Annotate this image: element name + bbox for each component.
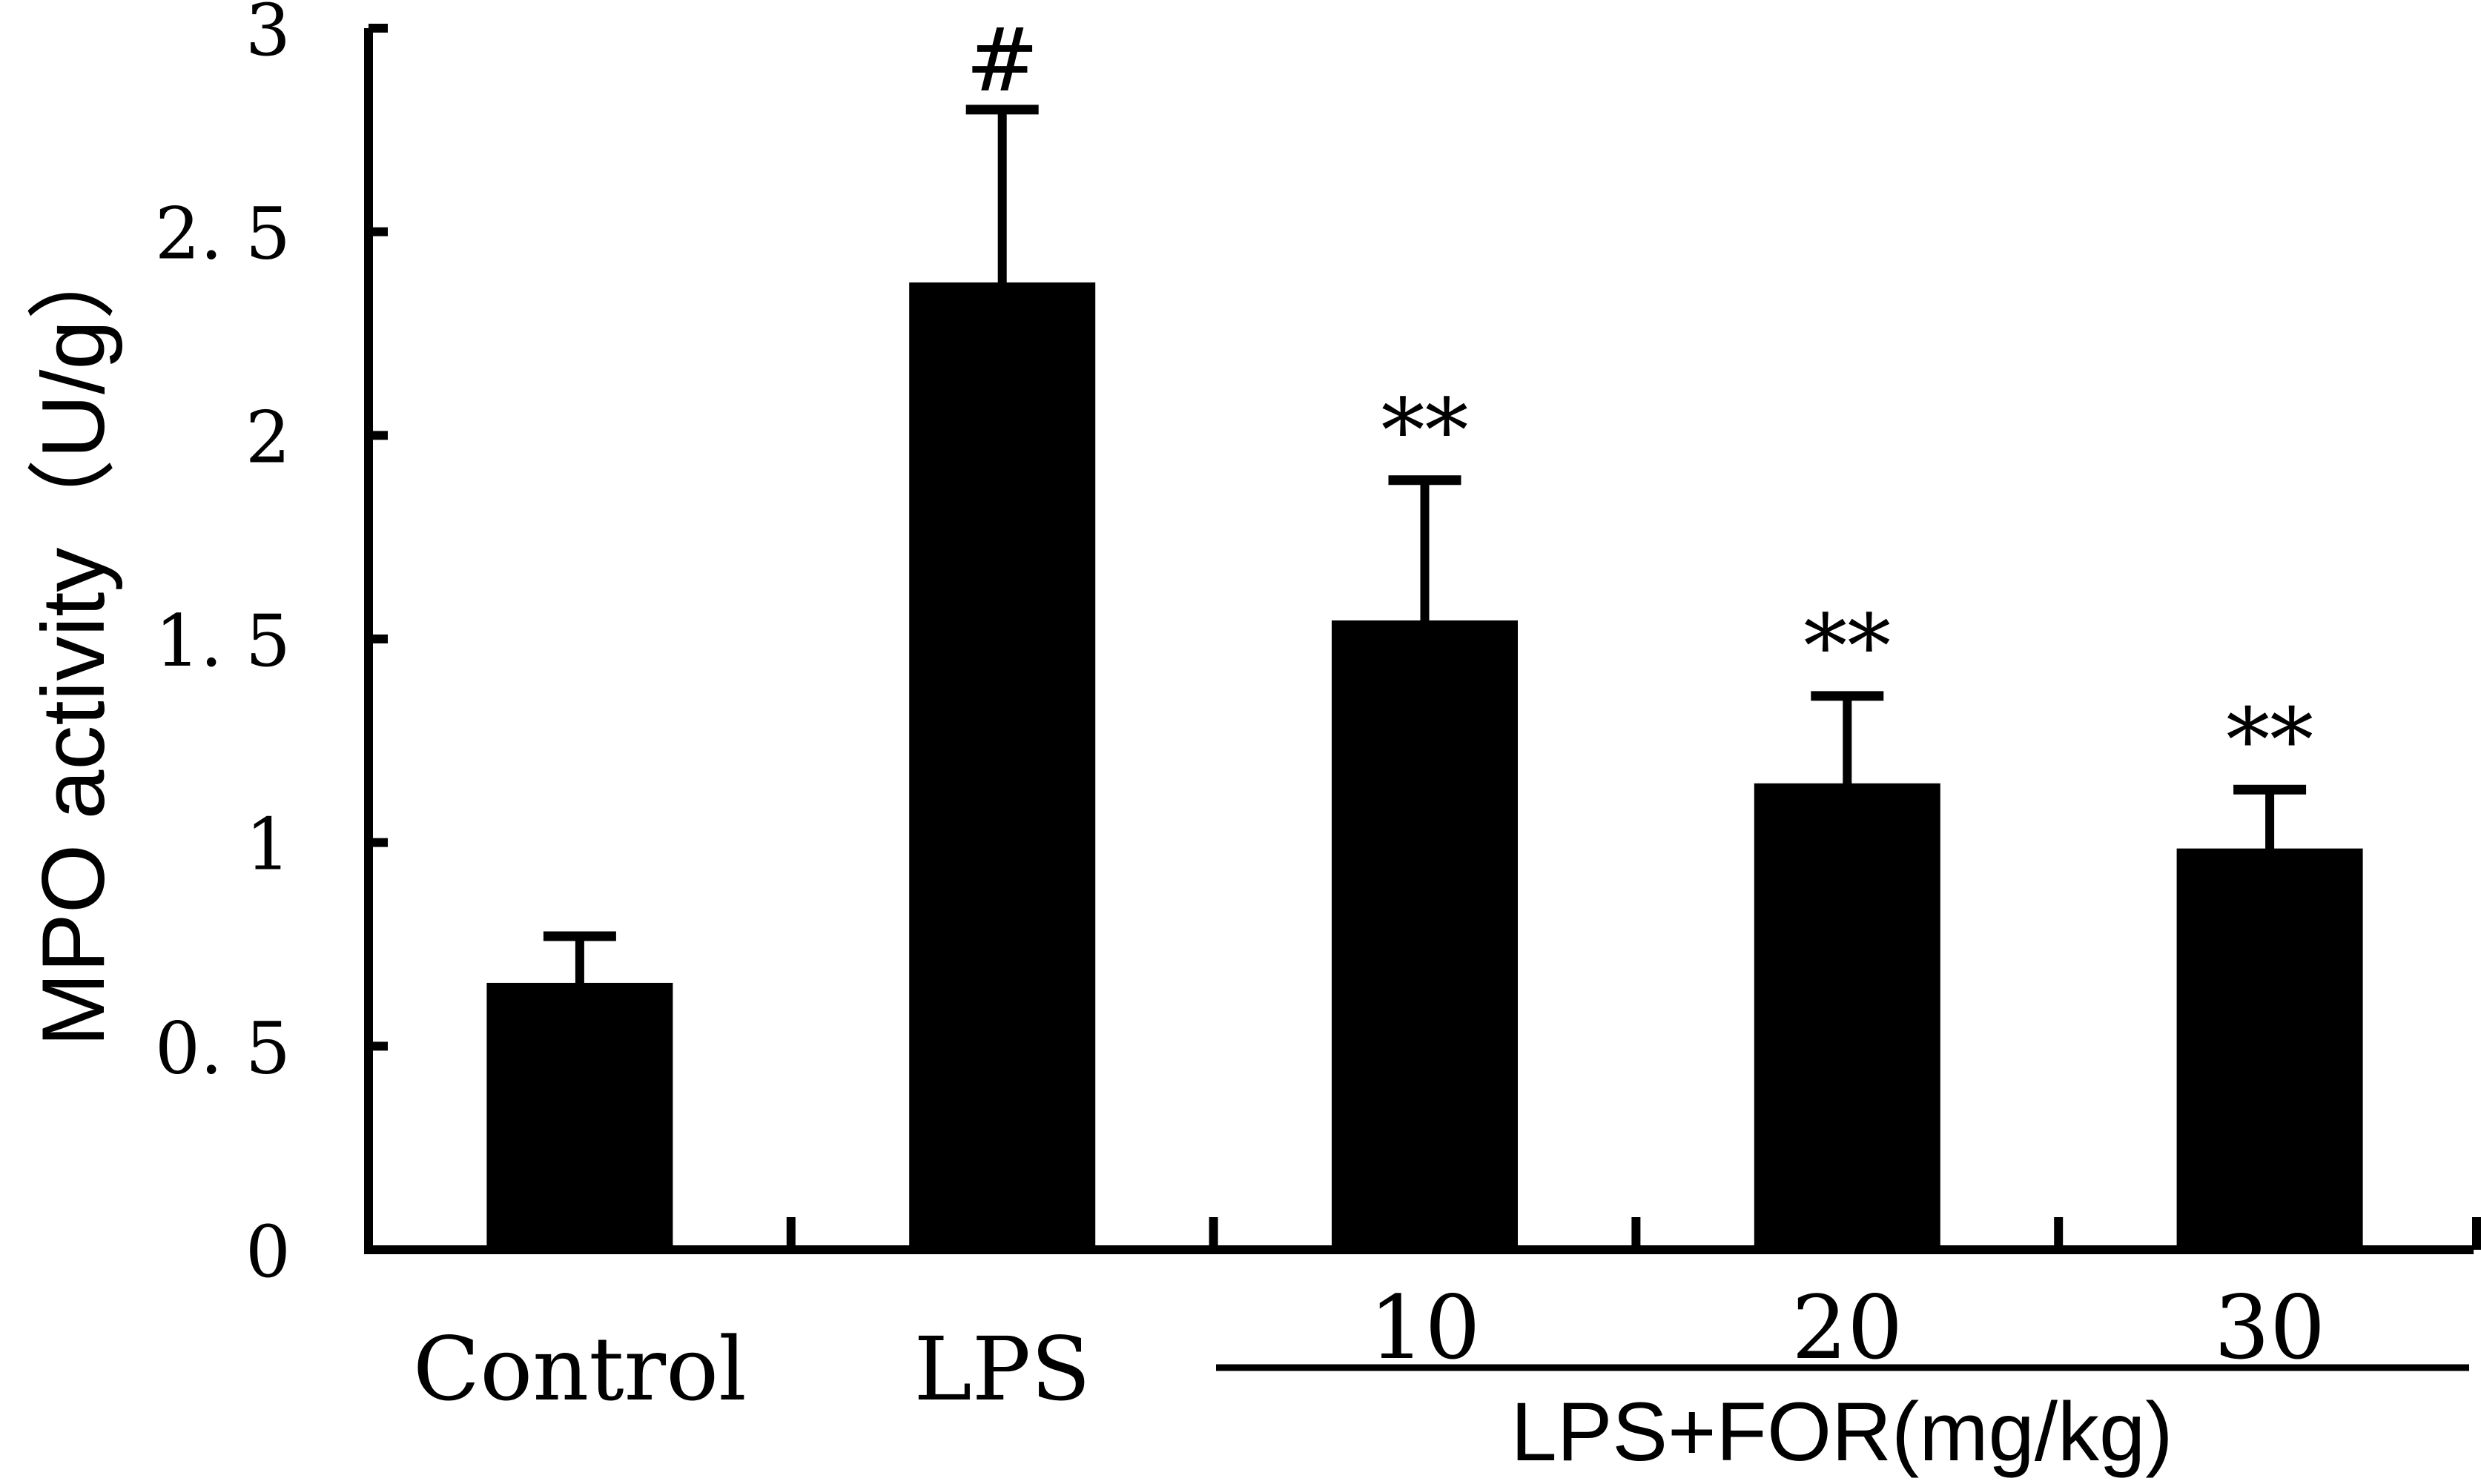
- y-ticks: 0 0. 5 1 1. 5 2 2. 5 3: [155, 0, 388, 1293]
- y-tick-label: 0. 5: [155, 1007, 291, 1090]
- bars: [486, 282, 2363, 1253]
- y-tick-label: 2: [245, 396, 291, 479]
- category-label: 10: [1369, 1276, 1480, 1379]
- category-label: LPS: [914, 1318, 1091, 1420]
- significance-marks: # ** ** **: [965, 9, 2313, 791]
- y-axis-title: MPO activity（U/g）: [24, 231, 123, 1047]
- category-label: 30: [2214, 1276, 2325, 1379]
- y-tick-label: 1: [245, 804, 291, 887]
- category-labels: Control LPS 10 20 30: [413, 1276, 2325, 1420]
- bar: [1754, 783, 1940, 1252]
- bar: [486, 982, 673, 1253]
- y-tick-label: 0: [245, 1210, 291, 1293]
- y-tick-label: 1. 5: [155, 600, 291, 683]
- error-bars: [543, 105, 2307, 985]
- significance-label: **: [1381, 380, 1469, 482]
- significance-label: **: [1803, 595, 1891, 698]
- significance-label: #: [965, 9, 1039, 111]
- y-tick-label: 2. 5: [155, 193, 291, 276]
- significance-label: **: [2226, 689, 2313, 791]
- y-tick-label: 3: [245, 0, 291, 72]
- x-tick-marks: [786, 1217, 2481, 1250]
- bar: [2176, 848, 2363, 1252]
- category-label: 20: [1791, 1276, 1903, 1379]
- bar: [1332, 620, 1518, 1252]
- group-label: LPS+FOR(mg/kg): [1510, 1385, 2173, 1478]
- bar: [909, 282, 1096, 1253]
- category-label: Control: [413, 1318, 747, 1420]
